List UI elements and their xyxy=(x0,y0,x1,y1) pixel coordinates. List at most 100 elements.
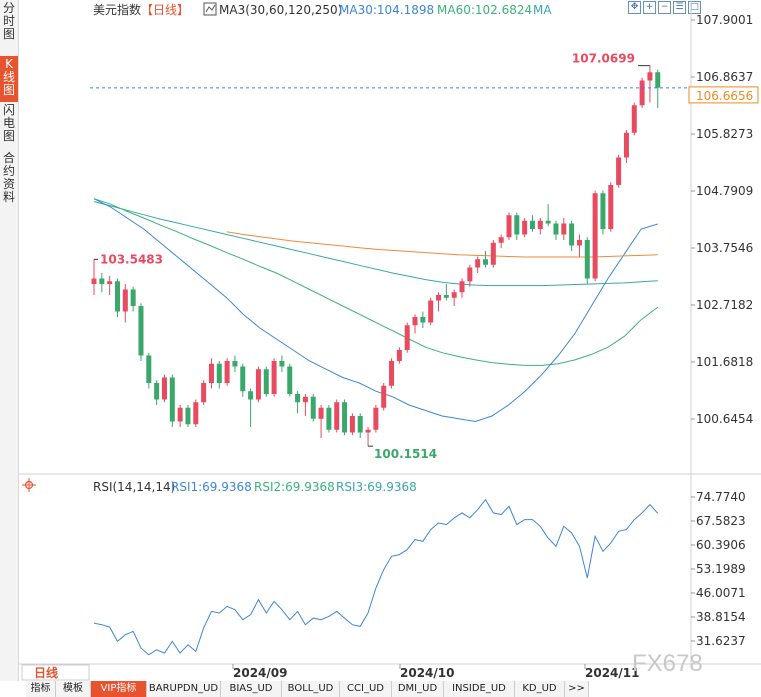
candle-body xyxy=(161,377,167,400)
side-tab-kline[interactable]: K线图 xyxy=(0,56,19,102)
candle-body xyxy=(467,267,473,282)
rsi-tick-label: 60.3906 xyxy=(696,538,746,552)
candle-body xyxy=(584,239,590,279)
price-tick-label: 103.7546 xyxy=(696,241,753,255)
price-tick-label: 102.7182 xyxy=(696,298,753,312)
candle-body xyxy=(623,132,629,158)
candle-body xyxy=(279,360,285,367)
candle-body xyxy=(91,278,97,284)
watermark: FX678 xyxy=(632,650,703,677)
candles xyxy=(91,65,661,447)
candle-body xyxy=(130,289,136,306)
price-axis: 107.9001 106.8637 105.8273 104.7909 103.7546… xyxy=(691,13,753,426)
candle-body xyxy=(365,429,371,433)
ma60-line xyxy=(93,198,659,366)
time-label-3: 2024/11 xyxy=(585,666,639,680)
bottom-tab-barupdn-ud[interactable]: BARUPDN_UD xyxy=(147,681,221,697)
candle-body xyxy=(412,316,418,326)
candle-body xyxy=(334,402,340,430)
ma60-value: MA60:102.6824 xyxy=(437,3,532,17)
candle-body xyxy=(631,105,637,133)
candle-body xyxy=(302,396,308,403)
candle-body xyxy=(295,393,301,403)
candle-body xyxy=(483,259,488,265)
settings-icon[interactable]: ☰ xyxy=(673,1,686,14)
candle-body xyxy=(529,220,535,229)
candle-body xyxy=(569,223,575,246)
candle-body xyxy=(639,80,645,106)
period-label[interactable]: 【日线】 xyxy=(141,3,189,17)
ma-label: MA3(30,60,120,250) xyxy=(219,3,342,17)
candle-body xyxy=(522,220,528,235)
price-tick-label: 100.6454 xyxy=(696,412,753,426)
bottom-tab-cci-ud[interactable]: CCI_UD xyxy=(340,681,392,697)
bottom-tab-dmi-ud[interactable]: DMI_UD xyxy=(392,681,444,697)
candle-body xyxy=(553,223,559,235)
bottom-tab-[interactable]: 模板 xyxy=(56,681,91,697)
rsi3-value: RSI3:69.9368 xyxy=(336,480,417,494)
ma-more-label: MA xyxy=(533,3,552,17)
ma120-line xyxy=(93,201,658,287)
candle-body xyxy=(216,363,222,383)
candle-body xyxy=(357,415,363,433)
candle-body xyxy=(381,385,387,408)
bottom-tab-bias-ud[interactable]: BIAS_UD xyxy=(221,681,282,697)
candle-body xyxy=(420,316,426,323)
candle-body xyxy=(138,305,144,356)
rsi-tick-label: 46.0071 xyxy=(696,586,746,600)
candle-body xyxy=(475,259,481,268)
candle-body xyxy=(342,402,348,433)
candle-body xyxy=(318,407,324,419)
svg-text:103.5483: 103.5483 xyxy=(100,252,163,266)
candle-body xyxy=(389,360,395,386)
candle-body xyxy=(514,215,520,235)
maximize-icon[interactable]: □ xyxy=(688,1,701,14)
candle-body xyxy=(506,215,512,238)
candle-body xyxy=(122,289,128,312)
side-tab-flash[interactable]: 闪电图 xyxy=(0,102,19,150)
rsi-settings-icon[interactable] xyxy=(22,478,36,492)
candle-body xyxy=(107,281,113,284)
candle-body xyxy=(616,157,622,185)
bottom-tab-kd-ud[interactable]: KD_UD xyxy=(515,681,565,697)
bottom-tab-[interactable]: 指标 xyxy=(26,681,56,697)
bottom-tab-inside-ud[interactable]: INSIDE_UD xyxy=(444,681,515,697)
rsi1-value: RSI1:69.9368 xyxy=(171,480,252,494)
bottom-tab-[interactable]: >> xyxy=(565,681,589,697)
candle-body xyxy=(310,396,316,419)
side-tab-fenshi[interactable]: 分时图 xyxy=(0,0,19,56)
svg-text:100.1514: 100.1514 xyxy=(374,447,437,461)
bottom-tab-boll-ud[interactable]: BOLL_UD xyxy=(282,681,340,697)
candle-body xyxy=(169,377,175,422)
time-label-2: 2024/10 xyxy=(400,666,454,680)
candle-body xyxy=(326,407,332,430)
candle-body xyxy=(592,193,598,279)
chart-type-icon[interactable] xyxy=(203,2,217,16)
ma30-value: MA30:104.1898 xyxy=(339,3,434,17)
move-icon[interactable]: ✥ xyxy=(628,1,641,14)
candle-body xyxy=(428,300,434,323)
svg-text:107.0699: 107.0699 xyxy=(572,52,635,66)
rsi-tick-label: 74.7740 xyxy=(696,490,746,504)
candle-body xyxy=(545,220,551,224)
price-tick-label: 105.8273 xyxy=(696,127,753,141)
zoom-out-icon[interactable]: − xyxy=(658,1,671,14)
candle-body xyxy=(232,360,238,367)
price-tick-label: 104.7909 xyxy=(696,184,753,198)
price-tick-label: 101.6818 xyxy=(696,355,753,369)
rsi-label: RSI(14,14,14) xyxy=(93,480,175,494)
candle-body xyxy=(271,360,277,394)
time-label-1: 2024/09 xyxy=(233,666,287,680)
candle-body xyxy=(561,223,567,235)
period-box-label: 日线 xyxy=(34,665,58,680)
candle-body xyxy=(208,363,214,383)
candle-body xyxy=(600,193,606,229)
zoom-in-icon[interactable]: + xyxy=(643,1,656,14)
bottom-tab-vip[interactable]: VIP指标 xyxy=(91,681,147,697)
period-box[interactable] xyxy=(21,664,90,681)
candle-body xyxy=(154,382,160,400)
candle-body xyxy=(576,239,582,246)
candle-body xyxy=(114,281,120,312)
side-tab-contract-info[interactable]: 合约资料 xyxy=(0,150,19,214)
